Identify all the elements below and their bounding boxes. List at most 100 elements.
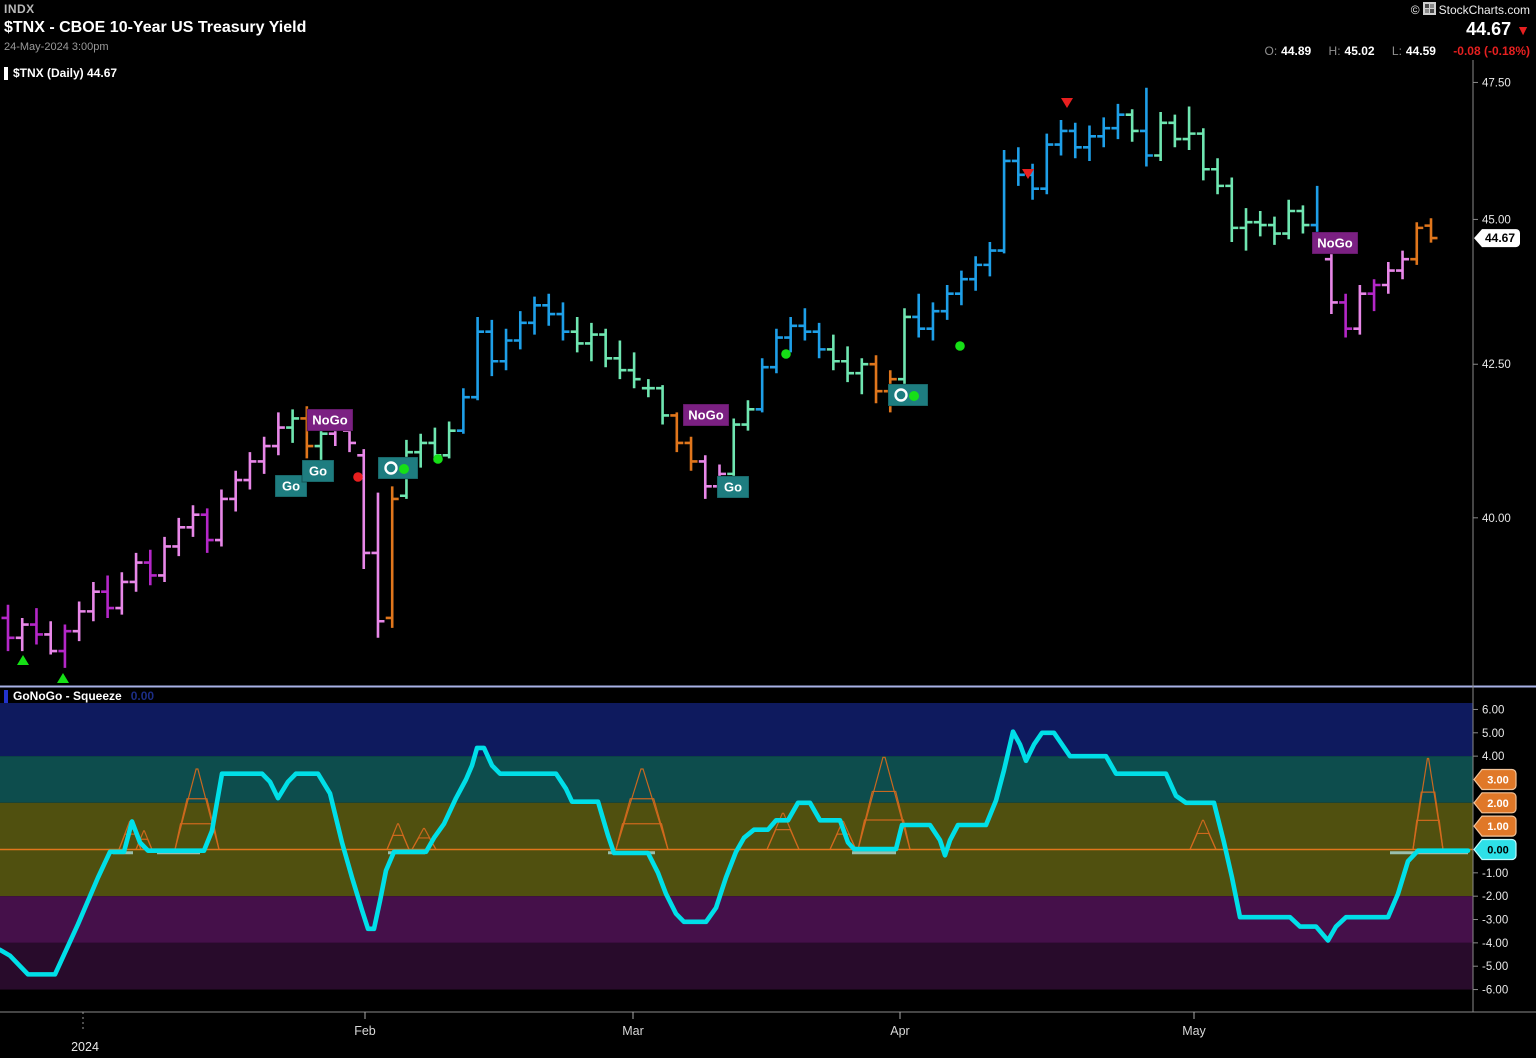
price-bar xyxy=(798,308,812,341)
nogo-signal-label-bg xyxy=(1311,231,1359,255)
price-bar xyxy=(940,285,954,320)
nogo-signal-label: NoGo xyxy=(682,403,730,427)
squeeze-band xyxy=(0,703,1473,757)
copyright-line: © StockCharts.com xyxy=(1264,2,1530,18)
stockcharts-logo-icon xyxy=(1422,2,1436,18)
price-bar xyxy=(1324,253,1338,315)
nogo-signal-text: NoGo xyxy=(312,413,347,428)
squeeze-spike xyxy=(615,798,669,850)
price-bar xyxy=(570,316,584,353)
x-axis-layer: Feb Mar Apr May 2024 xyxy=(71,1012,1207,1054)
price-bar xyxy=(385,486,399,628)
price-bar xyxy=(1139,87,1153,167)
squeeze-axis-label: -5.00 xyxy=(1482,961,1508,973)
squeeze-axis-label: -3.00 xyxy=(1482,915,1508,927)
price-axis-label: 47.50 xyxy=(1482,77,1511,89)
price-bar xyxy=(698,455,712,499)
squeeze-spike xyxy=(857,756,911,850)
price-bar xyxy=(44,621,58,655)
price-bar xyxy=(784,316,798,353)
squeeze-spike xyxy=(857,790,911,850)
nogo-signal-text: NoGo xyxy=(1317,236,1352,251)
price-bar xyxy=(741,400,755,431)
price-bar xyxy=(1253,210,1267,237)
price-bar xyxy=(1410,222,1424,265)
squeeze-band xyxy=(0,942,1473,990)
price-bar xyxy=(1082,125,1096,161)
price-bar xyxy=(214,489,228,547)
go-signal-text: Go xyxy=(282,479,300,494)
price-bar xyxy=(200,508,214,553)
squeeze-spike xyxy=(1189,819,1217,850)
nogo-signal-label-bg xyxy=(306,408,354,432)
indicator-swatch xyxy=(4,689,8,703)
squeeze-ghost-value: 0.00 xyxy=(130,689,155,703)
green-up-triangle-marker xyxy=(57,673,69,683)
price-bar xyxy=(1339,293,1353,338)
go-trend-continuation-label-bg xyxy=(377,456,419,480)
price-bar xyxy=(1367,279,1381,312)
price-bar xyxy=(912,293,926,338)
chart-header-right: © StockCharts.com 44.67 ▼ O: 44.89 H: 45.0… xyxy=(1264,2,1530,58)
price-change: -0.08 (-0.18%) xyxy=(1453,44,1530,58)
squeeze-axis-tag: 3.00 xyxy=(1473,768,1517,791)
squeeze-axis-label: -2.00 xyxy=(1482,891,1508,903)
price-bar xyxy=(584,322,598,362)
month-label: Apr xyxy=(890,1024,909,1038)
squeeze-axis-tag: 2.00 xyxy=(1473,792,1517,814)
price-bar xyxy=(769,328,783,374)
go-continuation-dot xyxy=(399,464,409,474)
price-bar xyxy=(1353,285,1367,335)
squeeze-axis-tag-text: 0.00 xyxy=(1487,845,1508,857)
squeeze-axis-tag-shape xyxy=(1473,815,1517,837)
ohlc-readout: O: 44.89 H: 45.02 L: 44.59 -0.08 (-0.18%) xyxy=(1264,44,1530,58)
squeeze-axis-tag-text: 1.00 xyxy=(1487,821,1508,833)
squeeze-axis-label: -1.00 xyxy=(1482,868,1508,880)
price-bar xyxy=(499,328,513,371)
price-bar xyxy=(129,552,143,592)
go-signal-text: Go xyxy=(724,480,742,495)
copyright-text: StockCharts.com xyxy=(1438,3,1530,17)
price-axis-layer: 47.50 45.00 42.50 40.00 xyxy=(1473,77,1511,525)
price-bar xyxy=(727,418,741,481)
go-countertrend-dot xyxy=(955,341,965,351)
month-label: May xyxy=(1182,1024,1206,1038)
squeeze-spike xyxy=(615,768,669,850)
price-bar xyxy=(1424,218,1438,243)
price-bar xyxy=(897,308,911,386)
price-bar xyxy=(143,549,157,586)
go-signal-label: Go xyxy=(301,459,335,483)
signal-markers-layer: NoGo NoGo NoGo Go Go Go xyxy=(17,98,1359,683)
squeeze-spikes-layer xyxy=(118,756,1444,850)
price-bar xyxy=(755,358,769,413)
squeeze-panel-label: GoNoGo - Squeeze 0.00 xyxy=(4,689,154,703)
exchange-label: INDX xyxy=(4,2,35,16)
price-bar xyxy=(186,505,200,537)
page-title: $TNX - CBOE 10-Year US Treasury Yield xyxy=(4,19,307,36)
price-bar xyxy=(1282,199,1296,240)
price-bar xyxy=(357,449,371,570)
price-bar xyxy=(72,601,86,642)
squeeze-oscillator-line xyxy=(0,729,1471,977)
red-down-triangle-marker xyxy=(1022,169,1034,179)
price-bar xyxy=(670,412,684,453)
price-bar xyxy=(1296,205,1310,234)
red-down-triangle-marker xyxy=(1061,98,1073,108)
squeeze-spike xyxy=(411,827,437,850)
price-bar xyxy=(172,517,186,557)
squeeze-axis-label: 5.00 xyxy=(1482,728,1504,740)
price-bar xyxy=(58,624,72,668)
squeeze-axis-tag-shape xyxy=(1473,792,1517,814)
go-signal-label: Go xyxy=(716,475,750,499)
price-axis-label: 42.50 xyxy=(1482,359,1511,371)
price-bar xyxy=(1154,111,1168,161)
squeeze-axis-layer: 6.00 5.00 4.00 -1.00 -2.00 -3.00 -4.00 -5.00 -6.… xyxy=(1473,704,1517,997)
squeeze-spike xyxy=(829,820,857,850)
squeeze-axis-tag-shape xyxy=(1473,838,1517,861)
price-bar xyxy=(926,302,940,341)
squeeze-bands-layer xyxy=(0,703,1473,990)
nogo-signal-label-bg xyxy=(682,403,730,427)
price-axis-label: 45.00 xyxy=(1482,214,1511,226)
